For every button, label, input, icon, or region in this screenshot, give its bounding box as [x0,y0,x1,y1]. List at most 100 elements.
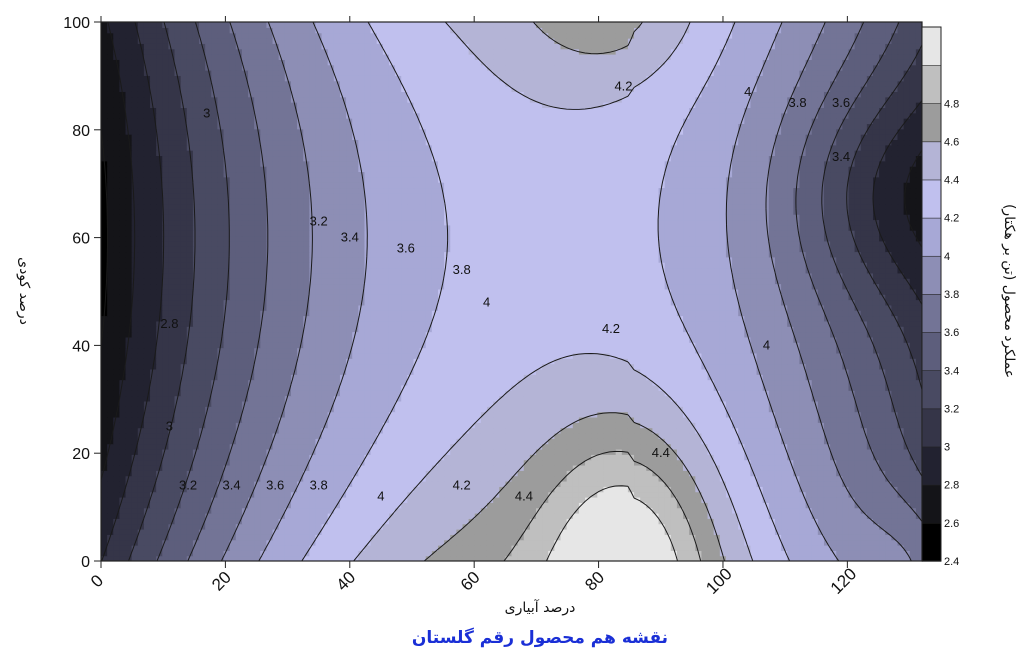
contour-band-cell [518,433,525,439]
contour-band-cell [591,428,598,434]
contour-band-cell [469,396,476,402]
contour-band-cell [603,460,610,466]
contour-band-cell [683,396,690,402]
contour-band-cell [481,486,488,492]
contour-band-cell [254,524,261,530]
contour-band-cell [187,524,194,530]
contour-band-cell [603,524,610,530]
contour-band-cell [156,428,163,434]
contour-band-cell [622,364,629,370]
contour-band-cell [708,396,715,402]
contour-band-cell [389,524,396,530]
contour-band-cell [689,502,696,508]
contour-band-cell [248,529,255,535]
contour-band-cell [193,428,200,434]
contour-band-cell [910,550,917,556]
contour-band-cell [585,428,592,434]
contour-band-cell [910,406,917,412]
contour-band-cell [144,545,151,551]
contour-band-cell [806,422,813,428]
contour-band-cell [395,417,402,423]
contour-band-cell [450,508,457,514]
contour-band-cell [652,518,659,524]
contour-band-cell [646,481,653,487]
contour-band-cell [401,470,408,476]
contour-band-cell [499,470,506,476]
contour-band-cell [818,374,825,380]
contour-band-cell [873,476,880,482]
contour-band-cell [181,513,188,519]
contour-band-cell [855,364,862,370]
contour-band-cell [358,476,365,482]
contour-band-cell [548,380,555,386]
contour-band-cell [401,364,408,370]
contour-band-cell [536,401,543,407]
contour-band-cell [842,545,849,551]
contour-band-cell [450,380,457,386]
contour-band-cell [187,406,194,412]
contour-band-cell [842,502,849,508]
contour-band-cell [389,465,396,471]
contour-band-cell [150,545,157,551]
contour-band-cell [671,428,678,434]
contour-band-cell [744,364,751,370]
contour-band-cell [622,524,629,530]
contour-band-cell [297,380,304,386]
contour-band-cell [279,396,286,402]
contour-band-cell [346,401,353,407]
contour-band-cell [518,524,525,530]
contour-band-cell [763,374,770,380]
contour-band-cell [683,428,690,434]
contour-band-cell [677,550,684,556]
contour-band-cell [322,444,329,450]
contour-band-cell [683,486,690,492]
contour-band-cell [132,364,139,370]
contour-band-cell [910,385,917,391]
contour-band-cell [475,385,482,391]
contour-band-cell [812,534,819,540]
contour-band-cell [126,406,133,412]
contour-band-cell [205,433,212,439]
contour-band-cell [671,380,678,386]
contour-band-cell [904,390,911,396]
contour-band-cell [518,369,525,375]
contour-band-cell [193,518,200,524]
contour-band-cell [426,401,433,407]
contour-band-cell [867,529,874,535]
contour-band-cell [818,508,825,514]
contour-band-cell [291,518,298,524]
contour-band-cell [610,502,617,508]
contour-band-cell [591,529,598,535]
contour-band-cell [708,401,715,407]
contour-band-cell [389,540,396,546]
contour-band-cell [652,412,659,418]
contour-band-cell [616,476,623,482]
contour-band-cell [211,508,218,514]
contour-band-cell [413,412,420,418]
contour-band-cell [217,454,224,460]
contour-band-cell [897,385,904,391]
contour-band-cell [334,492,341,498]
contour-band-cell [585,540,592,546]
contour-band-cell [150,454,157,460]
contour-band-cell [175,529,182,535]
contour-band-cell [138,481,145,487]
contour-band-cell [793,524,800,530]
contour-band-cell [738,481,745,487]
contour-band-cell [597,534,604,540]
contour-band-cell [750,513,757,519]
contour-band-cell [677,422,684,428]
contour-band-cell [395,428,402,434]
contour-band-cell [444,486,451,492]
contour-band-cell [358,508,365,514]
contour-band-cell [799,524,806,530]
contour-band-cell [481,492,488,498]
contour-band-cell [824,492,831,498]
contour-band-cell [616,502,623,508]
contour-band-cell [634,518,641,524]
contour-band-cell [413,550,420,556]
contour-band-cell [910,540,917,546]
contour-band-cell [769,540,776,546]
contour-band-cell [873,412,880,418]
contour-band-cell [701,401,708,407]
